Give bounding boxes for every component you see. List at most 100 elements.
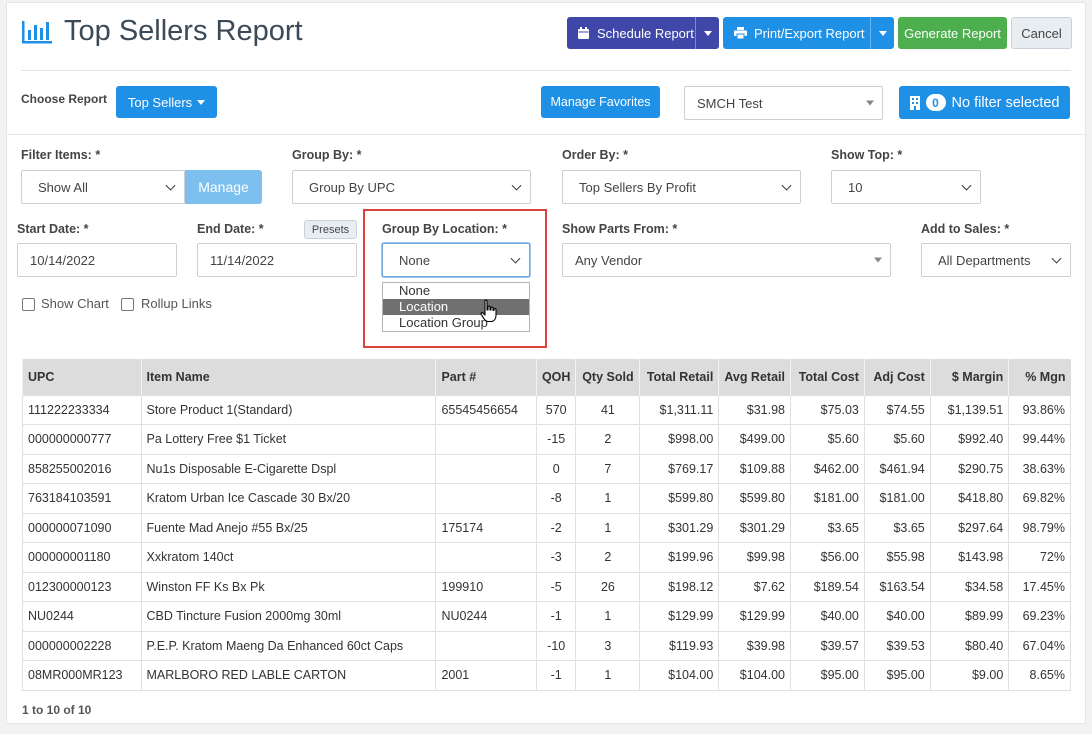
option-location-group[interactable]: Location Group	[399, 315, 488, 330]
group-by-select[interactable]: Group By UPC	[292, 170, 531, 204]
adj-cost-cell: $39.53	[863, 630, 931, 661]
show-top-select[interactable]: 10	[831, 170, 981, 204]
store-select[interactable]: SMCH Test	[684, 86, 883, 120]
date-presets-button[interactable]: Presets	[304, 220, 357, 239]
results-table: UPC Item Name Part # QOH Qty Sold Total …	[22, 359, 1071, 691]
total-retail-cell: $599.80	[639, 483, 720, 514]
table-row[interactable]: 763184103591 Kratom Urban Ice Cascade 30 …	[22, 483, 1071, 514]
chevron-down-icon	[511, 180, 522, 191]
column-header-qty-sold[interactable]: Qty Sold	[575, 359, 640, 395]
item-name-cell: Pa Lottery Free $1 Ticket	[140, 424, 437, 455]
order-by-select[interactable]: Top Sellers By Profit	[562, 170, 801, 204]
column-header-total-retail[interactable]: Total Retail	[639, 359, 719, 395]
qty-sold-cell: 1	[575, 512, 641, 543]
print-dropdown-toggle[interactable]	[870, 17, 894, 49]
filter-selector-button[interactable]: 0 No filter selected	[899, 86, 1070, 119]
avg-retail-cell: $104.00	[718, 660, 791, 691]
total-retail-cell: $104.00	[639, 660, 720, 691]
group-by-location-select[interactable]: None	[382, 243, 530, 277]
report-type-label: Top Sellers	[127, 94, 193, 110]
manage-favorites-button[interactable]: Manage Favorites	[541, 86, 660, 118]
margin-cell: $1,139.51	[929, 394, 1010, 425]
end-date-input[interactable]: 11/14/2022	[197, 243, 357, 277]
column-header-avg-retail[interactable]: Avg Retail	[718, 359, 791, 395]
add-to-sales-select[interactable]: All Departments	[921, 243, 1071, 277]
manage-items-button[interactable]: Manage	[185, 170, 262, 204]
generate-report-button[interactable]: Generate Report	[898, 17, 1007, 49]
margin-percent-cell: 72%	[1008, 542, 1071, 573]
table-row[interactable]: 012300000123 Winston FF Ks Bx Pk 199910 -5 2…	[22, 571, 1071, 602]
column-header-item-name[interactable]: Item Name	[140, 359, 436, 395]
print-export-button[interactable]: Print/Export Report	[723, 17, 894, 49]
margin-percent-cell: 98.79%	[1008, 512, 1071, 543]
column-header-total-cost[interactable]: Total Cost	[789, 359, 865, 395]
table-row[interactable]: 000000071090 Fuente Mad Anejo #55 Bx/25 17…	[22, 512, 1071, 543]
table-row[interactable]: 08MR000MR123 MARLBORO RED LABLE CARTON 200…	[22, 660, 1071, 691]
start-date-input[interactable]: 10/14/2022	[17, 243, 177, 277]
avg-retail-cell: $39.98	[718, 630, 791, 661]
part-number-cell	[435, 542, 537, 573]
column-header-margin[interactable]: $ Margin	[929, 359, 1009, 395]
avg-retail-cell: $301.29	[718, 512, 791, 543]
total-retail-cell: $769.17	[639, 453, 720, 484]
total-cost-cell: $5.60	[789, 424, 865, 455]
chevron-down-icon	[165, 180, 176, 191]
table-row[interactable]: 000000000777 Pa Lottery Free $1 Ticket -15…	[22, 424, 1071, 455]
margin-cell: $992.40	[929, 424, 1010, 455]
rollup-links-checkbox[interactable]	[121, 298, 134, 311]
building-icon	[909, 95, 920, 110]
qoh-cell: -2	[535, 512, 577, 543]
part-number-cell: 65545456654	[435, 394, 537, 425]
total-cost-cell: $56.00	[789, 542, 865, 573]
margin-percent-cell: 8.65%	[1008, 660, 1071, 691]
option-none[interactable]: None	[399, 283, 431, 298]
column-header-margin-percent[interactable]: % Mgn	[1008, 359, 1071, 395]
total-cost-cell: $181.00	[789, 483, 865, 514]
adj-cost-cell: $181.00	[863, 483, 931, 514]
report-type-button[interactable]: Top Sellers	[116, 86, 217, 118]
show-parts-from-select[interactable]: Any Vendor	[562, 243, 891, 277]
qty-sold-cell: 1	[575, 601, 641, 632]
section-divider	[7, 134, 1085, 135]
column-header-qoh[interactable]: QOH	[535, 359, 576, 395]
upc-cell: 08MR000MR123	[22, 660, 142, 691]
filter-status-label: No filter selected	[951, 94, 1060, 111]
qoh-cell: -10	[535, 630, 577, 661]
column-header-upc[interactable]: UPC	[22, 359, 141, 395]
cancel-button[interactable]: Cancel	[1011, 17, 1072, 49]
show-chart-checkbox[interactable]	[22, 298, 35, 311]
schedule-dropdown-toggle[interactable]	[695, 17, 719, 49]
upc-cell: 111222233334	[22, 394, 142, 425]
margin-percent-cell: 99.44%	[1008, 424, 1071, 455]
table-row[interactable]: 111222233334 Store Product 1(Standard) 655…	[22, 394, 1071, 425]
qoh-cell: -15	[535, 424, 577, 455]
part-number-cell: NU0244	[435, 601, 537, 632]
item-name-cell: Nu1s Disposable E-Cigarette Dspl	[140, 453, 437, 484]
column-header-adj-cost[interactable]: Adj Cost	[863, 359, 931, 395]
margin-cell: $89.99	[929, 601, 1010, 632]
schedule-report-button[interactable]: Schedule Report	[567, 17, 719, 49]
avg-retail-cell: $129.99	[718, 601, 791, 632]
table-row[interactable]: 000000002228 P.E.P. Kratom Maeng Da Enhan…	[22, 630, 1071, 661]
table-row[interactable]: 000000001180 Xxkratom 140ct -3 2 $199.96 $99.…	[22, 542, 1071, 573]
hand-cursor-icon	[480, 299, 497, 323]
item-name-cell: MARLBORO RED LABLE CARTON	[140, 660, 437, 691]
pagination-summary: 1 to 10 of 10	[22, 703, 92, 717]
upc-cell: 763184103591	[22, 483, 142, 514]
item-name-cell: Fuente Mad Anejo #55 Bx/25	[140, 512, 437, 543]
table-row[interactable]: NU0244 CBD Tincture Fusion 2000mg 30ml NU0…	[22, 601, 1071, 632]
print-export-label: Print/Export Report	[754, 25, 865, 41]
table-row[interactable]: 858255002016 Nu1s Disposable E-Cigarette …	[22, 453, 1071, 484]
margin-cell: $143.98	[929, 542, 1010, 573]
filter-items-select[interactable]: Show All	[21, 170, 185, 204]
qoh-cell: -8	[535, 483, 577, 514]
total-retail-cell: $1,311.11	[639, 394, 720, 425]
total-retail-cell: $998.00	[639, 424, 720, 455]
margin-percent-cell: 69.82%	[1008, 483, 1071, 514]
margin-cell: $80.40	[929, 630, 1010, 661]
adj-cost-cell: $40.00	[863, 601, 931, 632]
total-cost-cell: $3.65	[789, 512, 865, 543]
column-header-part-number[interactable]: Part #	[435, 359, 537, 395]
part-number-cell	[435, 483, 537, 514]
total-cost-cell: $462.00	[789, 453, 865, 484]
